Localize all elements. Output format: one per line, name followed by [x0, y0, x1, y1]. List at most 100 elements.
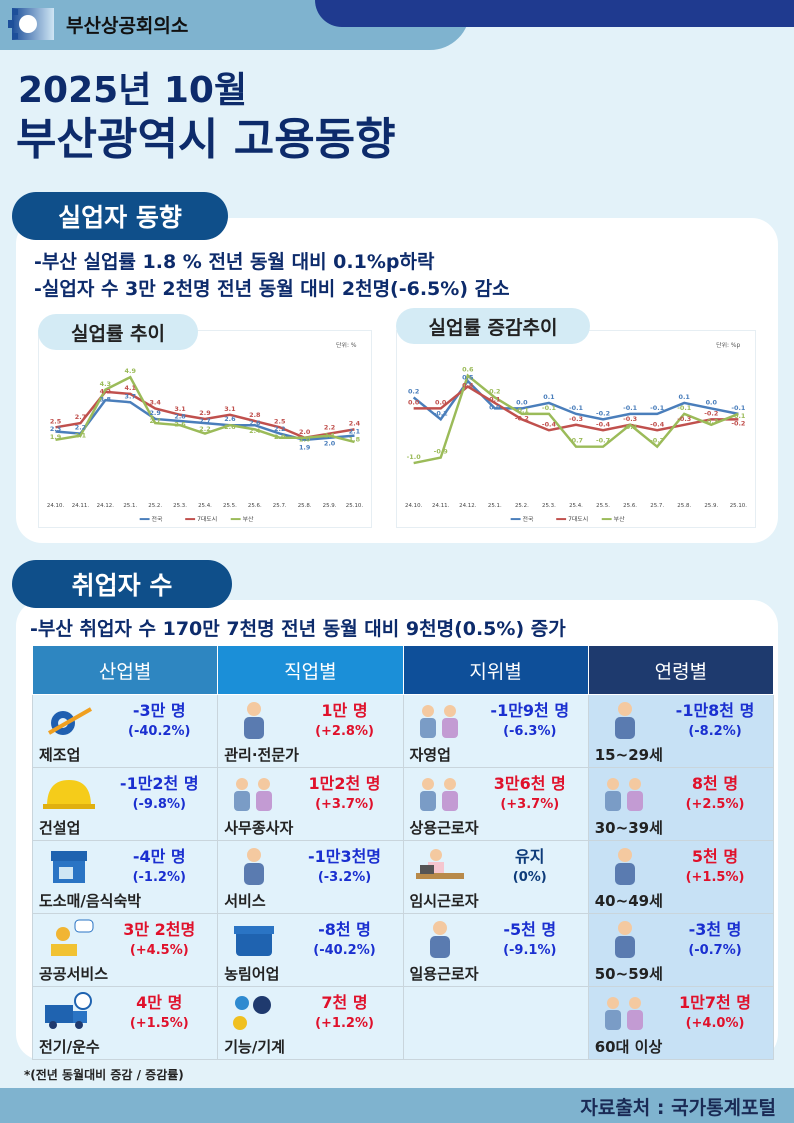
- x-tick-label: 25.10.: [346, 503, 364, 509]
- change-rate: (-40.2%): [128, 724, 191, 739]
- data-label: 2.1: [349, 427, 361, 435]
- change-rate: (-9.1%): [503, 943, 557, 958]
- data-label: 2.6: [249, 419, 261, 427]
- change-value: -3천 명: [688, 920, 742, 939]
- legend-label: 부산: [243, 515, 254, 523]
- data-label: 2.2: [75, 424, 86, 432]
- data-label: 3.1: [224, 405, 236, 413]
- data-label: 2.7: [75, 413, 86, 421]
- table-cell: 건설업 -1만2천 명 (-9.8%): [31, 767, 219, 841]
- data-label: -0.1: [731, 412, 746, 420]
- category-label: 일용근로자: [409, 965, 479, 983]
- category-label: 관리·전문가: [224, 746, 299, 764]
- data-label: 0.0: [435, 398, 447, 406]
- x-tick-label: 25.6.: [623, 503, 637, 509]
- change-rate: (-8.2%): [688, 724, 742, 739]
- column-header: 연령별: [587, 645, 775, 695]
- table-cell: 일용근로자 -5천 명 (-9.1%): [402, 913, 589, 987]
- people-icon: [419, 778, 458, 811]
- data-label: 2.7: [149, 417, 160, 425]
- employment-bullet: -부산 취업자 수 170만 7천명 전년 동월 대비 9천명(0.5%) 증가: [30, 618, 566, 640]
- legend-label: 7대도시: [197, 515, 217, 523]
- unemployment-change-chart: 단위: %p 24.10. 24.11. 24.12. 25.1. 25.2. 25.3. 2…: [396, 330, 756, 528]
- table-cell: 기능/기계 7천 명 (+1.2%): [217, 986, 404, 1060]
- data-label: 0.2: [489, 388, 500, 396]
- change-value: 1만2천 명: [308, 774, 381, 793]
- data-label: 2.0: [299, 436, 311, 444]
- category-label: 건설업: [39, 819, 81, 837]
- change-value: -3만 명: [132, 701, 186, 720]
- table-cell: 15~29세 -1만8천 명 (-8.2%): [587, 694, 775, 768]
- bottom-bar: 자료출처 : 국가통계포털: [0, 1088, 794, 1123]
- x-tick-label: 25.3.: [173, 503, 187, 509]
- category-label: 40~49세: [594, 892, 663, 910]
- series-line-부산: [413, 373, 739, 465]
- data-label: 4.3: [100, 380, 111, 388]
- category-label: 서비스: [224, 892, 266, 910]
- data-label: 4.9: [125, 367, 137, 375]
- chart-title: 실업률 추이: [38, 314, 198, 350]
- change-value: 1만 명: [321, 701, 368, 720]
- table-row: 건설업 -1만2천 명 (-9.8%) 사무종사자 1만2천 명 (+3.7%) 상용근로자…: [31, 767, 775, 841]
- data-label: 0.1: [543, 393, 555, 401]
- data-label: -0.1: [542, 404, 557, 412]
- unemployment-bullet: -부산 실업률 1.8 % 전년 동월 대비 0.1%p하락: [34, 251, 435, 273]
- data-label: 0.1: [679, 393, 691, 401]
- data-label: 2.9: [199, 409, 211, 417]
- data-label: -0.1: [731, 404, 746, 412]
- data-label: -0.4: [542, 420, 557, 428]
- category-label: 50~59세: [594, 965, 663, 983]
- footnote: *(전년 동월대비 증감 / 증감률): [24, 1068, 184, 1082]
- person-icon: [614, 921, 635, 958]
- data-label: 0.0: [706, 398, 718, 406]
- people-icon: [234, 778, 273, 811]
- gears-icon: [233, 996, 272, 1030]
- data-label: -0.1: [623, 404, 638, 412]
- table-cell: 상용근로자 3만6천 명 (+3.7%): [402, 767, 589, 841]
- legend-label: 7대도시: [568, 515, 588, 523]
- data-label: -0.7: [596, 437, 610, 445]
- table-cell: 40~49세 5천 명 (+1.5%): [587, 840, 775, 914]
- change-value: -1만2천 명: [119, 774, 199, 793]
- x-tick-label: 25.7.: [273, 503, 287, 509]
- gear-logo-icon: [8, 8, 54, 40]
- data-label: 2.0: [274, 433, 286, 441]
- x-tick-label: 24.11.: [432, 503, 450, 509]
- x-tick-label: 25.7.: [650, 503, 664, 509]
- data-label: 2.6: [224, 423, 236, 431]
- data-label: -0.2: [596, 409, 610, 417]
- category-label: 제조업: [39, 746, 81, 764]
- data-label: -0.2: [731, 420, 745, 428]
- table-cell: 농림어업 -8천 명 (-40.2%): [217, 913, 404, 987]
- data-label: 2.8: [249, 411, 261, 419]
- data-label: 2.2: [324, 424, 335, 432]
- data-label: 0.1: [489, 395, 501, 403]
- data-label: 1.8: [349, 435, 361, 443]
- x-tick-label: 24.10.: [405, 503, 423, 509]
- data-source: 자료출처 : 국가통계포털: [580, 1097, 776, 1119]
- category-label: 도소매/음식숙박: [39, 892, 142, 910]
- change-rate: (-3.2%): [317, 870, 372, 885]
- org-logo: 부산상공회의소: [8, 6, 188, 42]
- table-cell: 서비스 -1만3천명 (-3.2%): [217, 840, 404, 914]
- helmet-icon: [43, 780, 95, 809]
- data-label: -0.4: [596, 420, 611, 428]
- data-label: 2.4: [249, 427, 261, 435]
- table-cell: 60대 이상 1만7천 명 (+4.0%): [587, 986, 775, 1060]
- table-cell: 자영업 -1만9천 명 (-6.3%): [402, 694, 589, 768]
- data-label: 3.1: [174, 405, 186, 413]
- unit-label: 단위: %p: [716, 341, 740, 349]
- category-label: 공공서비스: [39, 965, 109, 983]
- table-row: 제조업 -3만 명 (-40.2%) 관리·전문가 1만 명 (+2.8%) 자영업 -1만9…: [31, 694, 775, 768]
- x-tick-label: 25.2.: [148, 503, 162, 509]
- data-label: 0.6: [462, 366, 474, 374]
- category-label: 기능/기계: [224, 1038, 285, 1056]
- x-tick-label: 25.10.: [730, 503, 748, 509]
- data-label: 0.5: [462, 374, 474, 382]
- x-tick-label: 24.10.: [47, 503, 65, 509]
- x-tick-label: 24.12.: [459, 503, 477, 509]
- x-tick-label: 25.9.: [704, 503, 718, 509]
- change-rate: (-40.2%): [313, 943, 376, 958]
- category-label: 상용근로자: [409, 819, 479, 837]
- person-chat-icon: [51, 919, 94, 956]
